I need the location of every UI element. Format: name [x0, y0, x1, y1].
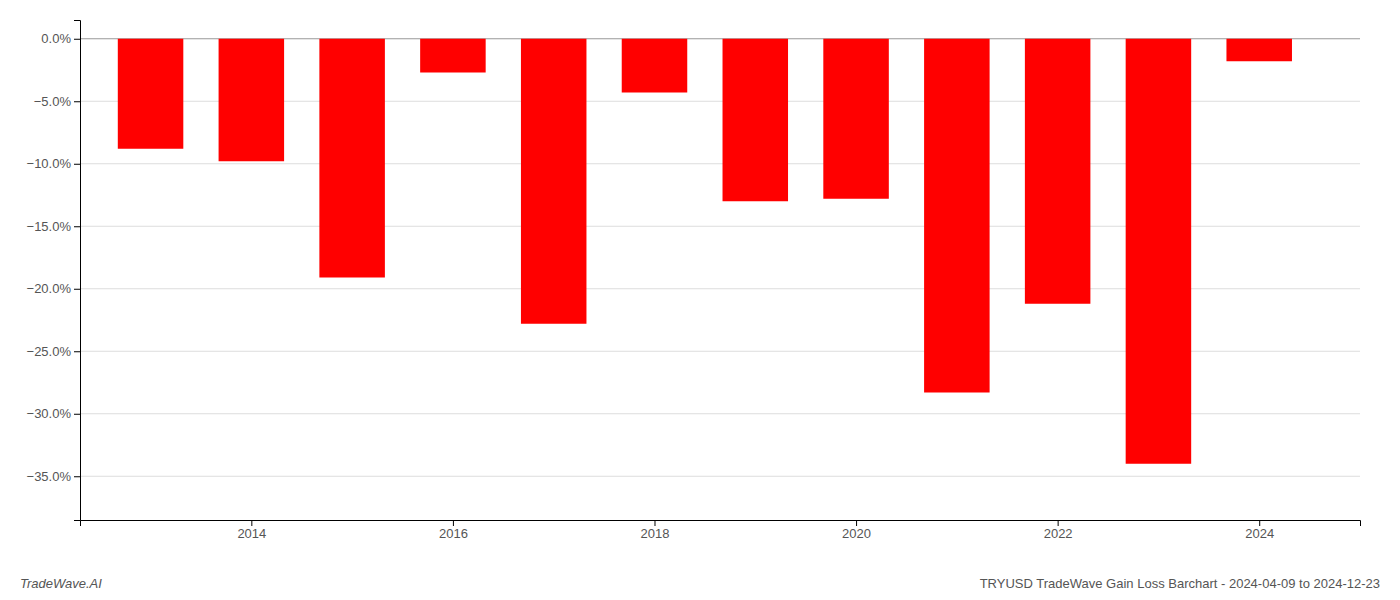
y-tick: 0.0% [41, 31, 80, 46]
y-axis: 0.0% −5.0% −10.0% −15.0% −20.0% −25.0% −30.0% −… [27, 21, 81, 521]
y-tick-label: −15.0% [27, 219, 72, 234]
x-tick-mark [654, 520, 655, 526]
y-tick: −30.0% [27, 406, 80, 421]
y-tick-mark [74, 351, 80, 352]
y-tick-mark [74, 414, 80, 415]
bar [219, 39, 285, 162]
y-tick-mark [74, 289, 80, 290]
bar [823, 39, 889, 199]
bar [420, 39, 486, 73]
y-tick: −10.0% [27, 156, 80, 171]
y-tick-label: −5.0% [34, 94, 72, 109]
y-axis-line [74, 21, 81, 521]
y-tick: −25.0% [27, 344, 80, 359]
y-tick-label: −25.0% [27, 344, 72, 359]
bar [1126, 39, 1192, 464]
x-tick: 2014 [237, 520, 266, 541]
y-tick-mark [74, 164, 80, 165]
x-tick-mark [1058, 520, 1059, 526]
chart: 2014 2016 2018 2020 2022 2024 0.0% −5.0% −10.0% −… [0, 0, 1400, 600]
x-tick-label: 2018 [641, 526, 670, 541]
grid-line [80, 476, 1360, 477]
x-axis: 2014 2016 2018 2020 2022 2024 [81, 520, 1361, 541]
bar [1226, 39, 1292, 62]
x-tick: 2016 [439, 520, 468, 541]
bar [1025, 39, 1091, 304]
bar [622, 39, 688, 93]
x-tick-mark [1259, 520, 1260, 526]
x-tick-label: 2024 [1245, 526, 1274, 541]
y-tick: −5.0% [34, 94, 80, 109]
y-tick-mark [74, 101, 80, 102]
x-tick-label: 2016 [439, 526, 468, 541]
y-tick-label: −35.0% [27, 469, 72, 484]
x-tick: 2018 [641, 520, 670, 541]
bar [521, 39, 587, 324]
x-axis-line [81, 521, 1361, 527]
bar [319, 39, 385, 278]
watermark: TradeWave.AI [20, 576, 102, 591]
x-tick-mark [856, 520, 857, 526]
y-tick-mark [74, 226, 80, 227]
x-tick-label: 2020 [842, 526, 871, 541]
bar [924, 39, 990, 393]
x-tick-label: 2014 [237, 526, 266, 541]
y-tick-label: −20.0% [27, 281, 72, 296]
y-tick: −35.0% [27, 469, 80, 484]
y-tick: −15.0% [27, 219, 80, 234]
x-tick: 2022 [1044, 520, 1073, 541]
bars [118, 39, 1292, 464]
y-tick-mark [74, 39, 80, 40]
x-tick: 2020 [842, 520, 871, 541]
grid [80, 39, 1360, 477]
x-tick-mark [251, 520, 252, 526]
x-tick-label: 2022 [1044, 526, 1073, 541]
y-tick-mark [74, 476, 80, 477]
y-tick-label: −10.0% [27, 156, 72, 171]
y-tick-label: −30.0% [27, 406, 72, 421]
title: TRYUSD TradeWave Gain Loss Barchart - 20… [980, 576, 1380, 591]
x-tick: 2024 [1245, 520, 1274, 541]
bar [118, 39, 184, 149]
bar [723, 39, 789, 202]
x-tick-mark [453, 520, 454, 526]
y-tick: −20.0% [27, 281, 80, 296]
y-tick-label: 0.0% [41, 31, 71, 46]
